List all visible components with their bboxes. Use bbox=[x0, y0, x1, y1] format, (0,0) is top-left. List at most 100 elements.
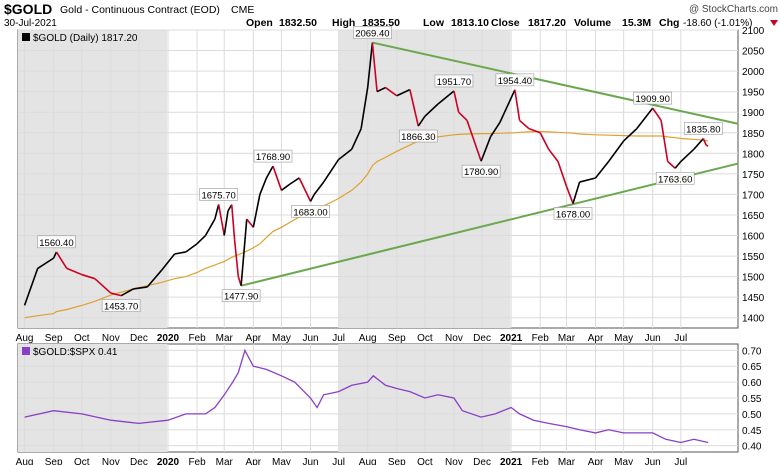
price-segment bbox=[674, 161, 682, 169]
price-shade-0 bbox=[18, 30, 168, 328]
price-segment bbox=[557, 161, 568, 187]
ratio-xtick-label: Mar bbox=[558, 457, 576, 465]
close-label: Close bbox=[491, 17, 520, 29]
annotation-box bbox=[199, 188, 238, 201]
close-value: 1817.20 bbox=[528, 17, 566, 29]
price-segment bbox=[693, 138, 704, 150]
price-ytick-label: 1500 bbox=[742, 273, 765, 284]
price-xtick-label: Oct bbox=[74, 333, 90, 344]
price-xtick-label: Dec bbox=[130, 333, 148, 344]
price-segment bbox=[376, 86, 386, 93]
price-segment bbox=[437, 90, 455, 105]
price-segment bbox=[230, 204, 236, 240]
ratio-xtick-label: Dec bbox=[473, 457, 491, 465]
price-segment bbox=[174, 251, 186, 255]
high-label: High bbox=[332, 17, 355, 29]
price-segment bbox=[547, 148, 559, 163]
volume-label: Volume bbox=[574, 17, 611, 29]
annotation-box bbox=[37, 235, 76, 249]
price-segment bbox=[252, 194, 261, 228]
annotation-label: 1835.80 bbox=[686, 125, 720, 136]
ratio-xtick-label: May bbox=[272, 457, 291, 465]
price-segment bbox=[259, 177, 268, 195]
price-segment bbox=[55, 251, 68, 269]
price-segment bbox=[366, 42, 374, 88]
price-ytick-label: 2000 bbox=[742, 67, 765, 78]
price-segment bbox=[499, 89, 516, 123]
price-segment bbox=[489, 122, 501, 138]
price-segment bbox=[280, 183, 291, 191]
price-segment bbox=[371, 42, 378, 92]
price-segment bbox=[680, 148, 695, 163]
price-segment bbox=[417, 115, 426, 127]
chg-label: Chg bbox=[659, 17, 679, 29]
price-segment bbox=[636, 107, 654, 130]
high-value: 1835.50 bbox=[362, 17, 400, 29]
annotation-label: 1477.90 bbox=[224, 292, 258, 303]
annotation-box bbox=[101, 299, 141, 312]
ratio-xtick-label: Apr bbox=[246, 457, 262, 465]
price-segment bbox=[289, 177, 300, 185]
price-segment bbox=[23, 268, 39, 306]
price-segment bbox=[66, 267, 83, 276]
ratio-ytick-label: 0.55 bbox=[742, 394, 762, 405]
price-segment bbox=[565, 185, 574, 204]
price-segment bbox=[480, 136, 492, 162]
low-label: Low bbox=[423, 17, 445, 29]
annotation-label: 1768.90 bbox=[256, 152, 290, 163]
exchange-label: CME bbox=[231, 4, 254, 16]
price-segment bbox=[579, 177, 596, 183]
price-segment bbox=[351, 128, 362, 150]
volume-value: 15.3M bbox=[622, 17, 651, 29]
trendline-lower bbox=[240, 162, 739, 287]
ratio-xtick-label: Feb bbox=[532, 457, 550, 465]
ratio-ytick-label: 0.65 bbox=[742, 362, 762, 373]
price-segment bbox=[409, 89, 420, 127]
ratio-xtick-label: Jun bbox=[645, 457, 661, 465]
symbol-title: $GOLD bbox=[4, 1, 52, 17]
price-ytick-label: 1600 bbox=[742, 232, 765, 243]
ratio-ytick-label: 0.40 bbox=[742, 442, 762, 453]
ratio-xtick-label: Jun bbox=[302, 457, 318, 465]
price-ytick-label: 1800 bbox=[742, 149, 765, 160]
price-xtick-label: Jul bbox=[332, 333, 345, 344]
contract-description: Gold - Continuous Contract (EOD) bbox=[60, 4, 220, 16]
ratio-ytick-label: 0.70 bbox=[742, 346, 762, 357]
price-segment bbox=[37, 257, 55, 270]
price-segment bbox=[52, 251, 58, 259]
annotation-box bbox=[461, 164, 501, 178]
ratio-xtick-label: Feb bbox=[188, 457, 206, 465]
price-segment bbox=[623, 128, 638, 142]
price-segment bbox=[705, 144, 709, 147]
ratio-xtick-label: May bbox=[614, 457, 633, 465]
price-xtick-label: Aug bbox=[359, 333, 377, 344]
price-ytick-label: 1450 bbox=[742, 293, 765, 304]
price-ytick-label: 1550 bbox=[742, 252, 765, 263]
annotation-label: 1780.90 bbox=[464, 167, 498, 178]
price-segment bbox=[94, 278, 112, 294]
price-segment bbox=[572, 181, 581, 204]
annotation-box bbox=[353, 26, 392, 39]
price-ytick-label: 1400 bbox=[742, 314, 765, 325]
price-segment bbox=[185, 243, 198, 253]
annotation-label: 1560.40 bbox=[39, 238, 73, 249]
ratio-xtick-label: Aug bbox=[359, 457, 377, 465]
price-segment bbox=[660, 120, 669, 162]
low-value: 1813.10 bbox=[451, 17, 489, 29]
annotation-label: 1954.40 bbox=[498, 76, 532, 87]
price-xtick-label: Dec bbox=[473, 333, 491, 344]
price-xtick-label: Jun bbox=[645, 333, 661, 344]
annotation-box bbox=[633, 91, 672, 105]
open-value: 1832.50 bbox=[279, 17, 317, 29]
price-xtick-label: Feb bbox=[532, 333, 550, 344]
ratio-xtick-label: 2020 bbox=[157, 457, 180, 465]
annotation-label: 2069.40 bbox=[355, 29, 389, 40]
trendline-upper bbox=[372, 41, 739, 125]
price-segment bbox=[146, 269, 163, 288]
price-ytick-label: 2050 bbox=[742, 47, 765, 58]
ratio-ytick-label: 0.50 bbox=[742, 410, 762, 421]
annotation-box bbox=[434, 74, 474, 88]
price-segment bbox=[385, 86, 398, 97]
price-ytick-label: 1750 bbox=[742, 170, 765, 181]
price-segment bbox=[652, 107, 662, 121]
